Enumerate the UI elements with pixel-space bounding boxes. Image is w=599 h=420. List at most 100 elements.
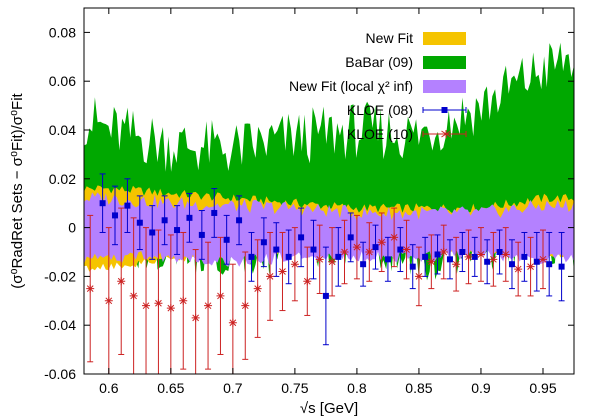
point-kloe10 — [241, 251, 250, 360]
point-kloe08 — [422, 236, 429, 277]
point-kloe08 — [533, 231, 540, 292]
series-kloe10 — [86, 207, 547, 374]
point-kloe08 — [508, 239, 515, 290]
point-kloe10 — [142, 227, 151, 374]
y-tick-label: -0.06 — [44, 366, 76, 382]
point-kloe08 — [186, 192, 193, 243]
x-tick-label: 0.7 — [223, 380, 243, 396]
legend-label-kloe10: KLOE (10) — [347, 126, 413, 142]
point-kloe08 — [211, 188, 218, 238]
point-kloe08 — [409, 244, 416, 290]
point-kloe10 — [328, 227, 337, 297]
legend-label-kloe08: KLOE (08) — [347, 102, 413, 118]
point-kloe10 — [402, 219, 411, 280]
legend-swatch-new-fit — [423, 32, 466, 45]
y-tick-label: 0.06 — [49, 73, 76, 89]
point-kloe08 — [459, 231, 466, 273]
point-kloe10 — [538, 229, 547, 290]
point-kloe10 — [166, 234, 175, 374]
legend-marker-kloe08 — [422, 107, 467, 113]
point-kloe10 — [86, 214, 95, 363]
point-kloe08 — [248, 231, 255, 282]
point-kloe08 — [260, 217, 267, 268]
points-layer — [86, 173, 565, 374]
legend-swatch-babar — [423, 56, 466, 69]
point-kloe08 — [434, 234, 441, 275]
legend-swatch-new-fit-local — [423, 80, 466, 93]
point-kloe10 — [278, 231, 287, 312]
point-kloe10 — [315, 224, 324, 294]
legend: New Fit BaBar (09) New Fit (local χ² inf… — [289, 30, 467, 142]
point-kloe10 — [179, 231, 188, 370]
point-kloe10 — [191, 249, 200, 374]
point-kloe08 — [161, 195, 168, 246]
point-kloe08 — [136, 195, 143, 251]
point-kloe08 — [446, 239, 453, 280]
point-kloe10 — [129, 217, 138, 374]
point-kloe10 — [303, 246, 312, 316]
x-tick-label: 0.8 — [347, 380, 367, 396]
point-kloe08 — [360, 241, 367, 287]
x-tick-label: 0.85 — [405, 380, 432, 396]
y-axis-label: (σ⁰RadRet Sets − σ⁰Fit)/σ⁰Fit — [9, 92, 26, 288]
point-kloe08 — [484, 239, 491, 285]
point-kloe08 — [322, 246, 329, 346]
point-kloe10 — [526, 236, 535, 297]
band-new-fit-local — [84, 192, 574, 267]
x-tick-label: 0.9 — [471, 380, 491, 396]
point-kloe08 — [112, 185, 119, 246]
point-kloe10 — [476, 227, 485, 282]
point-kloe10 — [464, 229, 473, 285]
point-kloe08 — [198, 210, 205, 260]
legend-marker-kloe10 — [422, 130, 467, 138]
y-tick-label: 0.04 — [49, 122, 76, 138]
point-kloe10 — [452, 236, 461, 292]
point-kloe10 — [377, 212, 386, 273]
point-kloe10 — [514, 241, 523, 297]
plot-frame — [83, 7, 575, 375]
y-tick-label: -0.04 — [44, 317, 76, 333]
x-tick-label: 0.65 — [157, 380, 184, 396]
point-kloe10 — [253, 239, 262, 338]
point-kloe10 — [340, 219, 349, 285]
point-kloe08 — [384, 236, 391, 282]
point-kloe08 — [223, 214, 230, 265]
point-kloe08 — [347, 212, 354, 263]
point-kloe08 — [310, 219, 317, 280]
point-kloe10 — [439, 224, 448, 280]
bands-layer — [84, 42, 574, 281]
point-kloe08 — [174, 205, 181, 255]
point-kloe08 — [285, 229, 292, 285]
point-kloe10 — [216, 236, 225, 355]
point-kloe08 — [335, 227, 342, 287]
point-kloe08 — [298, 207, 305, 268]
y-tick-label: 0.08 — [49, 24, 76, 40]
point-kloe08 — [124, 178, 131, 233]
point-kloe10 — [489, 231, 498, 287]
legend-label-new-fit-local: New Fit (local χ² inf) — [289, 78, 413, 94]
point-kloe08 — [496, 229, 503, 275]
y-tick-label: -0.02 — [44, 268, 76, 284]
point-kloe08 — [558, 231, 565, 302]
point-kloe10 — [228, 263, 237, 374]
legend-label-new-fit: New Fit — [366, 30, 414, 46]
point-kloe10 — [390, 207, 399, 268]
series-kloe08 — [99, 173, 565, 346]
point-kloe10 — [104, 227, 113, 374]
legend-label-babar: BaBar (09) — [345, 54, 413, 70]
point-kloe08 — [236, 195, 243, 246]
x-tick-label: 0.6 — [99, 380, 119, 396]
point-kloe08 — [273, 222, 280, 277]
x-tick-label: 0.75 — [281, 380, 308, 396]
point-kloe08 — [471, 236, 478, 277]
point-kloe10 — [290, 227, 299, 302]
y-tick-label: 0.02 — [49, 171, 76, 187]
point-kloe10 — [154, 229, 163, 374]
point-kloe08 — [397, 227, 404, 273]
point-kloe10 — [427, 234, 436, 290]
point-kloe10 — [352, 214, 361, 280]
point-kloe10 — [266, 231, 275, 321]
point-kloe08 — [546, 231, 553, 297]
